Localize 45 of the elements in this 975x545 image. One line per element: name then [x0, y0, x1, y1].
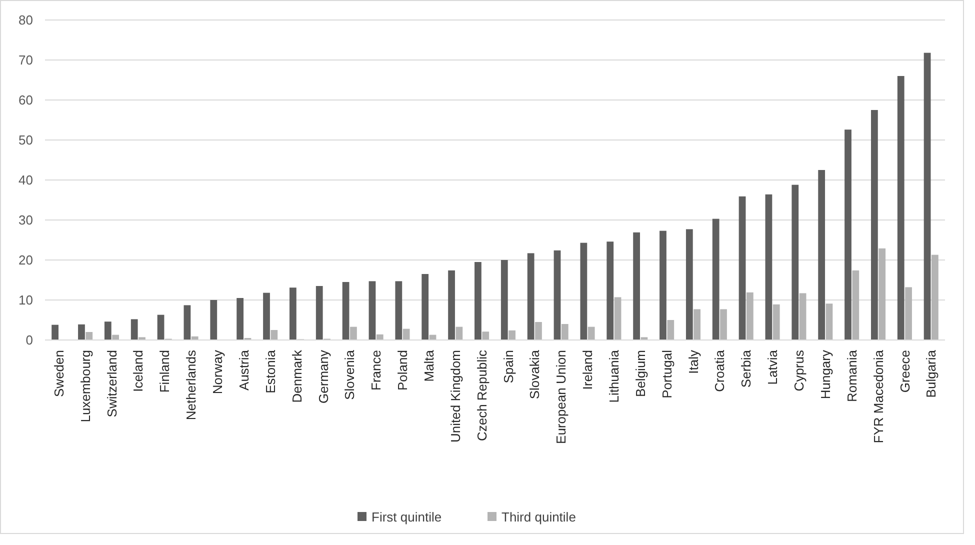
y-tick-label: 50 — [18, 132, 33, 148]
legend-label: Third quintile — [502, 510, 576, 525]
x-tick-label: United Kingdom — [448, 350, 463, 442]
x-tick-label: Bulgaria — [924, 349, 939, 398]
x-tick-label: Germany — [316, 350, 331, 404]
x-tick-label: Italy — [686, 350, 701, 374]
x-tick-label: Austria — [236, 349, 252, 390]
x-tick-label: Sweden — [51, 350, 66, 397]
x-tick-label: Spain — [500, 350, 516, 384]
y-tick-label: 60 — [18, 92, 33, 108]
x-tick-label: Netherlands — [184, 350, 199, 420]
x-tick-label: Hungary — [818, 350, 833, 400]
x-tick-label: Switzerland — [104, 350, 120, 418]
x-tick-label: Estonia — [262, 349, 278, 394]
x-tick-label: Malta — [421, 349, 436, 382]
x-tick-label: Latvia — [765, 349, 780, 385]
x-tick-label: Denmark — [289, 350, 304, 403]
x-tick-label: Greece — [897, 350, 912, 393]
x-tick-label: FYR Macedonia — [870, 349, 886, 444]
x-tick-label: Croatia — [712, 349, 728, 392]
x-tick-label: Serbia — [738, 349, 754, 388]
x-tick-label: Luxembourg — [78, 350, 93, 422]
y-tick-label: 30 — [18, 212, 33, 228]
x-tick-label: Ireland — [580, 350, 596, 390]
x-tick-label: Finland — [157, 350, 172, 393]
legend-label: First quintile — [372, 510, 442, 525]
x-tick-label: Cyprus — [792, 350, 807, 392]
y-tick-label: 0 — [26, 332, 33, 348]
x-tick-label: Iceland — [130, 350, 146, 392]
x-tick-label: Lithuania — [606, 349, 622, 403]
x-tick-label: Poland — [395, 350, 410, 390]
x-tick-label: Norway — [210, 350, 226, 394]
y-tick-label: 20 — [18, 252, 33, 268]
y-tick-label: 70 — [18, 52, 33, 68]
y-tick-label: 10 — [18, 292, 33, 308]
x-tick-label: European Union — [554, 350, 569, 444]
y-tick-label: 80 — [18, 12, 33, 28]
x-tick-label: Romania — [844, 349, 860, 402]
x-tick-label: Slovenia — [342, 349, 358, 400]
x-tick-label: Belgium — [632, 350, 648, 397]
x-tick-label: France — [368, 350, 384, 390]
x-tick-label: Czech Republic — [474, 350, 490, 442]
x-tick-label: Portugal — [659, 350, 674, 398]
y-tick-label: 40 — [18, 172, 33, 188]
x-tick-label: Slovakia — [527, 349, 542, 400]
